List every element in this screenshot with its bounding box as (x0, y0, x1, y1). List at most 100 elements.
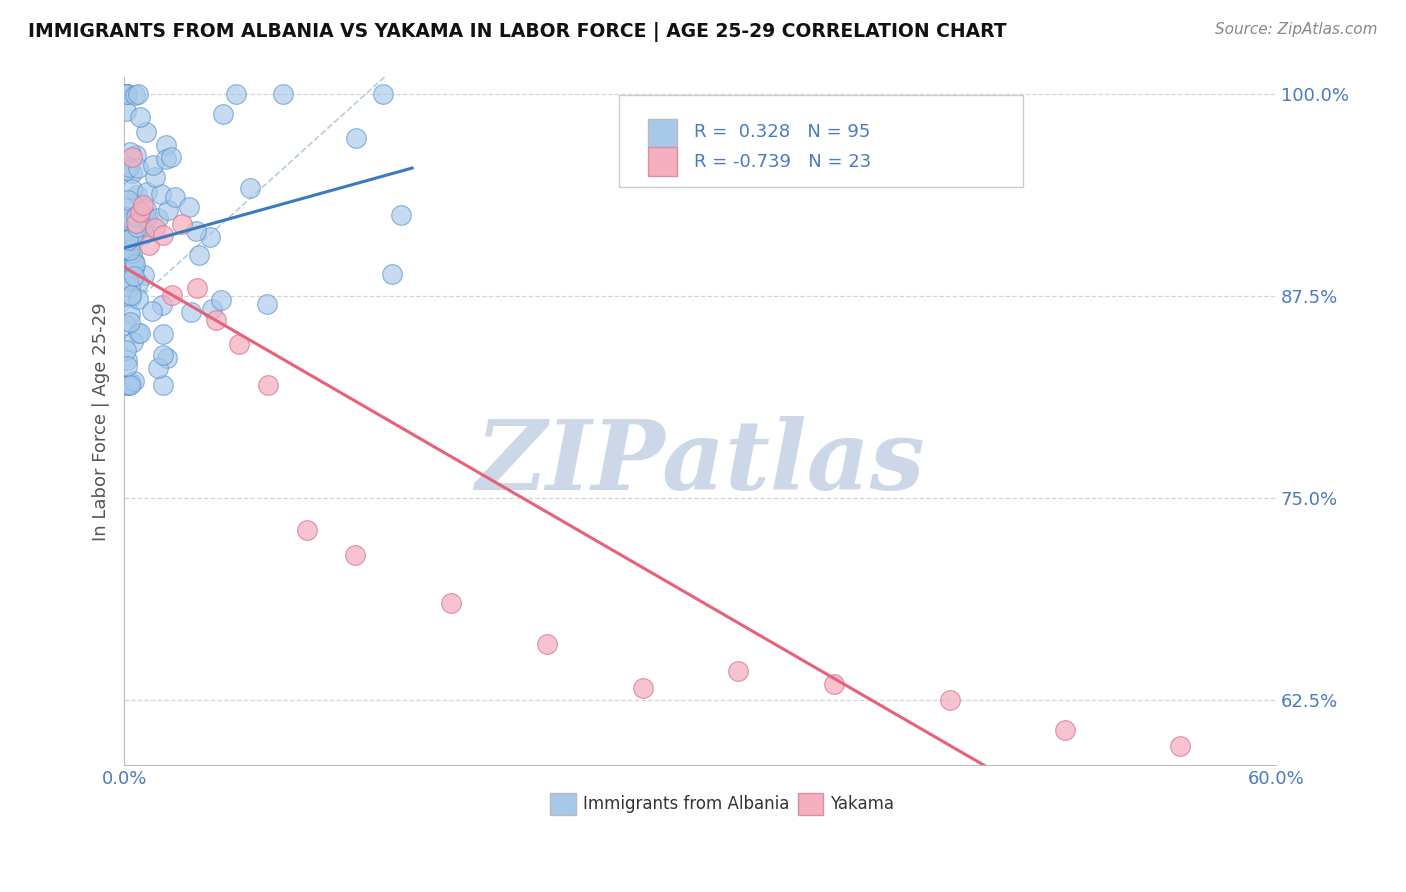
Point (115, 343, 138, 357)
Point (122, 334, 145, 349)
Point (117, 233, 139, 247)
Point (198, 229, 221, 244)
Point (118, 280, 141, 294)
Point (132, 219, 155, 234)
Point (344, 130, 367, 145)
Point (135, 211, 157, 226)
Y-axis label: In Labor Force | Age 25-29: In Labor Force | Age 25-29 (93, 302, 110, 541)
Point (156, 202, 179, 217)
Point (121, 245, 143, 260)
Point (125, 147, 148, 161)
Point (155, 138, 177, 153)
Point (121, 182, 143, 196)
Point (148, 211, 170, 225)
Point (177, 200, 200, 214)
Text: IMMIGRANTS FROM ALBANIA VS YAKAMA IN LABOR FORCE | AGE 25-29 CORRELATION CHART: IMMIGRANTS FROM ALBANIA VS YAKAMA IN LAB… (28, 22, 1007, 42)
Text: Yakama: Yakama (830, 796, 894, 814)
Point (121, 166, 143, 180)
Point (117, 353, 139, 368)
Point (120, 145, 142, 159)
Point (127, 326, 149, 340)
Point (127, 87, 149, 101)
Point (117, 194, 139, 208)
Point (132, 198, 155, 212)
Point (117, 242, 139, 256)
Point (146, 361, 169, 376)
Point (135, 185, 157, 199)
Text: R =  0.328   N = 95: R = 0.328 N = 95 (695, 123, 870, 142)
Text: Immigrants from Albania: Immigrants from Albania (582, 796, 789, 814)
Point (156, 351, 179, 366)
Point (209, 293, 232, 307)
Point (115, 103, 138, 118)
Point (184, 224, 207, 238)
Point (136, 210, 159, 224)
Point (160, 288, 183, 302)
Point (257, 377, 280, 392)
Point (117, 239, 139, 253)
Point (120, 376, 142, 391)
FancyBboxPatch shape (620, 95, 1022, 187)
Point (129, 326, 152, 341)
Point (343, 548, 366, 562)
Point (228, 337, 250, 351)
Point (150, 186, 173, 201)
Point (124, 253, 146, 268)
Point (117, 211, 139, 225)
Point (122, 375, 145, 389)
Point (135, 125, 157, 139)
Point (211, 107, 233, 121)
FancyBboxPatch shape (799, 793, 824, 814)
Point (295, 524, 318, 538)
Point (143, 221, 166, 235)
Point (389, 208, 412, 222)
Point (225, 87, 247, 101)
Point (273, 87, 295, 101)
Point (138, 238, 160, 252)
Point (1168, 739, 1191, 753)
Point (125, 216, 148, 230)
Point (152, 228, 174, 243)
Point (125, 209, 148, 223)
Point (256, 296, 278, 310)
Point (125, 187, 148, 202)
Point (135, 202, 157, 216)
Point (170, 217, 193, 231)
Point (938, 693, 960, 707)
Point (115, 318, 138, 332)
Point (115, 87, 138, 101)
Point (152, 326, 174, 341)
Point (128, 110, 150, 124)
Point (439, 596, 461, 610)
Point (115, 163, 138, 178)
FancyBboxPatch shape (648, 120, 678, 148)
Point (125, 209, 148, 223)
Point (381, 267, 404, 281)
Point (117, 377, 139, 392)
Point (122, 228, 145, 243)
Point (187, 248, 209, 262)
Point (180, 305, 202, 319)
Text: ZIPatlas: ZIPatlas (475, 416, 925, 509)
FancyBboxPatch shape (648, 147, 678, 176)
Point (121, 233, 143, 247)
Point (120, 214, 142, 228)
Point (128, 205, 150, 219)
Point (124, 257, 146, 271)
Point (117, 377, 139, 392)
Point (118, 377, 141, 392)
Point (127, 293, 149, 307)
Point (115, 87, 138, 101)
Point (118, 243, 141, 257)
Point (127, 276, 149, 290)
Point (823, 677, 845, 691)
Point (117, 273, 139, 287)
Point (132, 268, 155, 282)
Point (115, 359, 138, 374)
Point (120, 315, 142, 329)
Point (205, 313, 228, 327)
Point (141, 303, 163, 318)
Point (145, 169, 167, 184)
Point (201, 301, 224, 316)
Point (132, 227, 155, 241)
